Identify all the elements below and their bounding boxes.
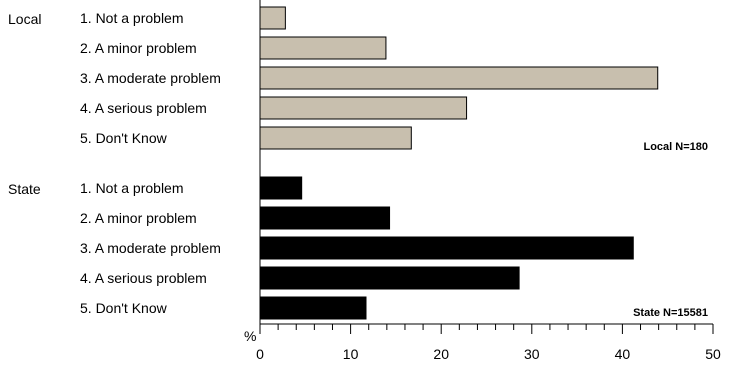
x-tick-label: 40 — [615, 346, 631, 362]
category-label-state-2: 2. A minor problem — [80, 210, 197, 226]
category-label-state-3: 3. A moderate problem — [80, 240, 221, 256]
x-tick-label: 30 — [524, 346, 540, 362]
bar-state-4 — [259, 266, 520, 290]
bar-local-1 — [259, 6, 286, 30]
bar-local-5 — [259, 126, 412, 150]
x-tick-label: 0 — [256, 346, 264, 362]
bar-state-3 — [259, 236, 634, 260]
bar-state-2 — [259, 206, 391, 230]
x-unit-label: % — [244, 328, 256, 344]
local-n-note: Local N=180 — [643, 141, 708, 153]
group-label-state: State — [8, 181, 41, 197]
category-label-local-5: 5. Don't Know — [80, 130, 168, 146]
bar-state-5 — [259, 296, 367, 320]
category-label-local-3: 3. A moderate problem — [80, 70, 221, 86]
category-label-state-4: 4. A serious problem — [80, 270, 207, 286]
bar-local-3 — [259, 66, 659, 90]
group-label-local: Local — [8, 11, 41, 27]
category-label-local-4: 4. A serious problem — [80, 100, 207, 116]
bar-local-4 — [259, 96, 468, 120]
bar-local-2 — [259, 36, 387, 60]
category-label-local-1: 1. Not a problem — [80, 10, 184, 26]
axes-layer: 0 10 20 30 40 50 — [256, 0, 721, 362]
bar-state-1 — [259, 176, 303, 200]
category-label-state-5: 5. Don't Know — [80, 300, 168, 316]
bars-layer: 1. Not a problem 2. A minor problem 3. A m… — [80, 6, 659, 320]
category-label-local-2: 2. A minor problem — [80, 40, 197, 56]
state-n-note: State N=15581 — [633, 307, 708, 319]
x-tick-label: 20 — [433, 346, 449, 362]
x-tick-label: 50 — [705, 346, 721, 362]
category-label-state-1: 1. Not a problem — [80, 180, 184, 196]
x-tick-label: 10 — [343, 346, 359, 362]
